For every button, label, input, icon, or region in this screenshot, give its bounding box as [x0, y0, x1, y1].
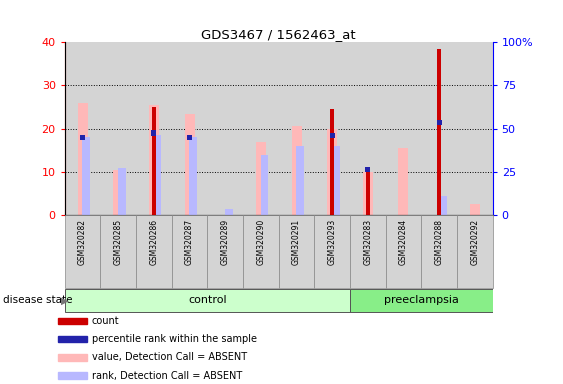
Title: GDS3467 / 1562463_at: GDS3467 / 1562463_at	[202, 28, 356, 41]
FancyBboxPatch shape	[172, 215, 207, 288]
Bar	[363, 172, 373, 215]
Text: preeclampsia: preeclampsia	[384, 295, 459, 306]
Bar	[350, 42, 386, 215]
Bar	[149, 105, 159, 215]
FancyBboxPatch shape	[421, 215, 457, 288]
Text: rank, Detection Call = ABSENT: rank, Detection Call = ABSENT	[92, 371, 242, 381]
Text: value, Detection Call = ABSENT: value, Detection Call = ABSENT	[92, 353, 247, 362]
FancyBboxPatch shape	[350, 215, 386, 288]
Bar	[80, 135, 85, 140]
Text: GSM320283: GSM320283	[363, 219, 372, 265]
FancyBboxPatch shape	[136, 215, 172, 288]
Bar	[136, 42, 172, 215]
Bar	[113, 170, 123, 215]
Bar	[470, 204, 480, 215]
Bar	[225, 209, 233, 215]
Bar	[366, 172, 370, 215]
Text: GSM320289: GSM320289	[221, 219, 230, 265]
Bar	[207, 42, 243, 215]
Bar	[279, 42, 314, 215]
Bar	[65, 42, 100, 215]
Text: GSM320282: GSM320282	[78, 219, 87, 265]
Bar	[82, 137, 90, 215]
Bar	[187, 135, 192, 140]
Bar	[327, 129, 337, 215]
Bar	[399, 148, 409, 215]
Text: disease state: disease state	[3, 295, 72, 306]
Text: control: control	[188, 295, 227, 306]
FancyBboxPatch shape	[457, 215, 493, 288]
FancyBboxPatch shape	[243, 215, 279, 288]
Text: GSM320287: GSM320287	[185, 219, 194, 265]
Text: GSM320293: GSM320293	[328, 219, 337, 265]
Bar	[243, 42, 279, 215]
Text: GSM320284: GSM320284	[399, 219, 408, 265]
Bar	[314, 42, 350, 215]
Bar	[154, 135, 162, 215]
Bar	[365, 167, 370, 172]
FancyBboxPatch shape	[207, 215, 243, 288]
Bar	[332, 146, 339, 215]
Bar	[59, 318, 87, 324]
Bar	[296, 146, 304, 215]
Text: GSM320291: GSM320291	[292, 219, 301, 265]
Text: GSM320290: GSM320290	[256, 219, 265, 265]
Bar	[457, 42, 493, 215]
Bar	[185, 114, 195, 215]
FancyBboxPatch shape	[314, 215, 350, 288]
Bar	[151, 131, 157, 136]
Bar	[330, 109, 334, 215]
FancyBboxPatch shape	[100, 215, 136, 288]
FancyBboxPatch shape	[65, 215, 100, 288]
Bar	[59, 354, 87, 361]
FancyBboxPatch shape	[279, 215, 314, 288]
Bar	[437, 49, 441, 215]
Text: GSM320292: GSM320292	[470, 219, 479, 265]
Bar	[189, 137, 197, 215]
FancyBboxPatch shape	[350, 289, 493, 312]
Bar	[172, 42, 207, 215]
Bar	[118, 167, 126, 215]
Bar	[386, 42, 421, 215]
FancyBboxPatch shape	[386, 215, 421, 288]
Bar	[78, 103, 88, 215]
Text: ▶: ▶	[61, 295, 68, 306]
Text: percentile rank within the sample: percentile rank within the sample	[92, 334, 257, 344]
Text: count: count	[92, 316, 119, 326]
Bar	[292, 126, 302, 215]
Bar	[152, 107, 156, 215]
Bar	[436, 119, 442, 125]
Bar	[329, 132, 335, 138]
Text: GSM320285: GSM320285	[114, 219, 123, 265]
Bar	[256, 142, 266, 215]
Bar	[59, 372, 87, 379]
Text: GSM320286: GSM320286	[149, 219, 158, 265]
Bar	[261, 155, 269, 215]
Bar	[59, 336, 87, 343]
FancyBboxPatch shape	[65, 289, 350, 312]
Bar	[421, 42, 457, 215]
Bar	[100, 42, 136, 215]
Text: GSM320288: GSM320288	[435, 219, 444, 265]
Bar	[439, 195, 446, 215]
